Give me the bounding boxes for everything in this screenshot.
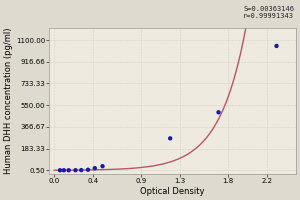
Point <box>66 169 71 172</box>
Y-axis label: Human DHH concentration (pg/ml): Human DHH concentration (pg/ml) <box>4 28 13 174</box>
Point <box>100 165 105 168</box>
Point <box>73 169 78 172</box>
Point <box>216 111 221 114</box>
Point <box>274 44 279 48</box>
X-axis label: Optical Density: Optical Density <box>140 187 205 196</box>
Point <box>168 137 172 140</box>
Point <box>58 169 62 172</box>
Point <box>85 168 90 171</box>
Text: S=0.00363146
r=0.99991343: S=0.00363146 r=0.99991343 <box>243 6 294 19</box>
Point <box>61 169 66 172</box>
Point <box>92 167 97 170</box>
Point <box>79 168 84 172</box>
